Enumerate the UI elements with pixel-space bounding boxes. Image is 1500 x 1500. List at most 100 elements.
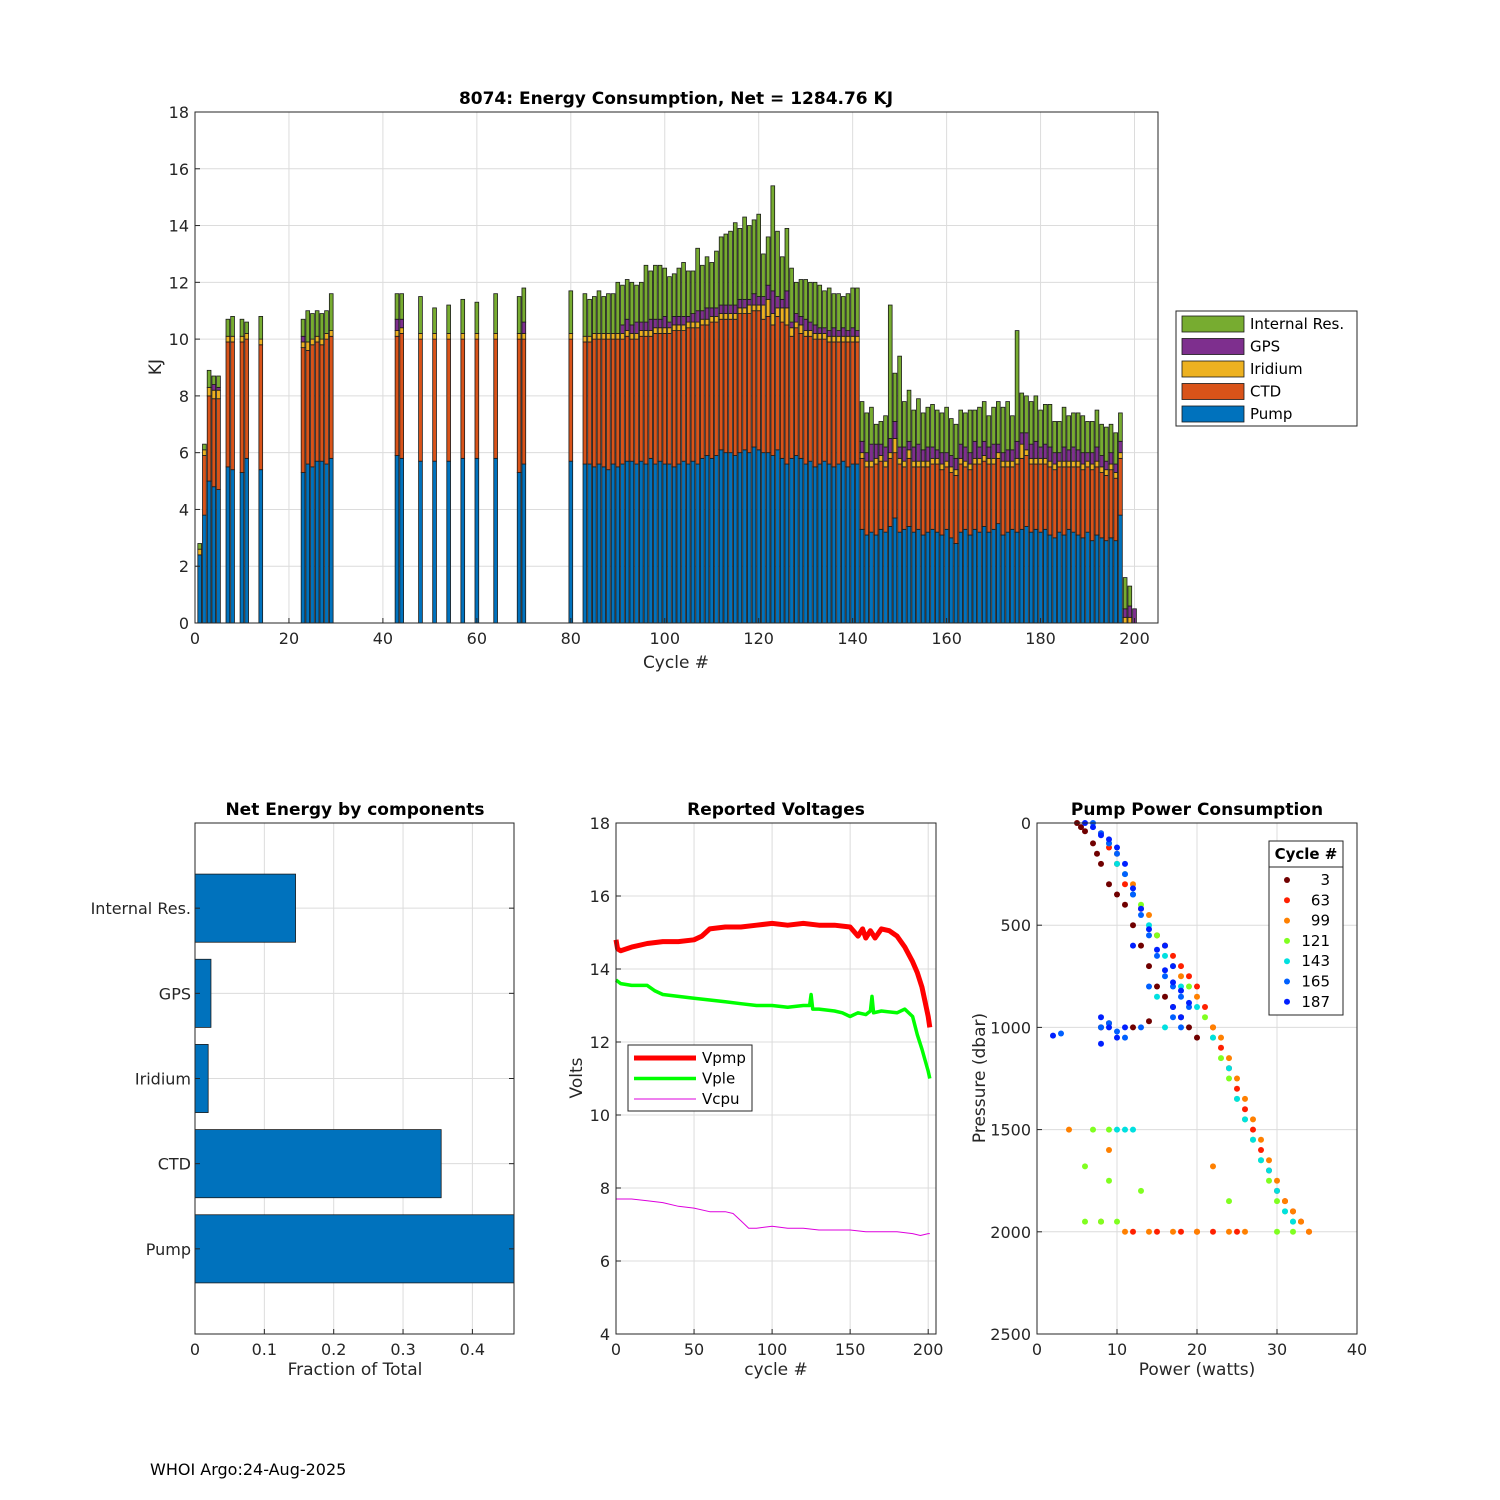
- energy-bar-ctd: [1099, 472, 1104, 539]
- energy-bar-iridium: [761, 304, 766, 320]
- pump-point-cycle-143: [1162, 1024, 1168, 1031]
- pump-point-cycle-187: [1170, 1004, 1176, 1010]
- energy-bar-internal-res: [1033, 395, 1039, 442]
- energy-bar-gps: [671, 315, 677, 326]
- energy-bar-gps: [892, 421, 898, 439]
- energy-bar-internal-res: [751, 219, 757, 295]
- energy-x-tick-label: 80: [561, 629, 581, 648]
- energy-bar-gps: [1033, 440, 1039, 459]
- energy-bar-iridium: [709, 315, 715, 323]
- energy-bar-pump: [258, 469, 264, 624]
- energy-bar-iridium: [446, 333, 451, 340]
- pump-legend-marker-165: [1284, 978, 1290, 985]
- energy-bar-internal-res: [432, 307, 437, 334]
- energy-bar-gps: [949, 455, 954, 468]
- energy-bar-gps: [1028, 443, 1034, 459]
- energy-bar-gps: [751, 293, 757, 306]
- energy-bar-ctd: [972, 463, 978, 530]
- energy-bar-gps: [1000, 452, 1006, 462]
- energy-bar-iridium: [1052, 463, 1057, 471]
- energy-bar-internal-res: [653, 264, 658, 320]
- energy-bar-iridium: [779, 307, 785, 323]
- energy-bar-pump: [808, 460, 813, 624]
- pump-point-cycle-3: [1090, 840, 1096, 847]
- energy-bar-pump: [653, 463, 658, 624]
- energy-bar-ctd: [850, 341, 855, 465]
- energy-bar-ctd: [1061, 466, 1067, 536]
- energy-bar-gps: [634, 321, 639, 334]
- energy-y-tick-label: 14: [169, 217, 189, 236]
- pump-point-cycle-63: [1210, 1228, 1216, 1235]
- pump-point-cycle-99: [1146, 1228, 1152, 1235]
- pump-point-cycle-3: [1154, 983, 1160, 990]
- voltages-x-ticks: 0 50 100 150 200: [611, 1329, 943, 1359]
- pump-point-cycle-3: [1114, 891, 1120, 898]
- energy-bar-iridium: [324, 333, 329, 340]
- energy-bar-ctd: [953, 474, 959, 544]
- energy-bar-iridium: [996, 452, 1001, 459]
- energy-bar-gps: [1061, 446, 1067, 462]
- energy-bar-internal-res: [1005, 401, 1010, 451]
- energy-bar-internal-res: [1010, 415, 1015, 451]
- energy-bar-iridium: [784, 307, 790, 326]
- energy-bar-iridium: [300, 341, 306, 349]
- energy-bar-iridium: [648, 330, 653, 337]
- energy-bar-pump: [1118, 514, 1123, 624]
- energy-bar-internal-res: [728, 230, 733, 306]
- energy-bar-ctd: [859, 457, 865, 530]
- energy-bar-ctd: [878, 460, 884, 530]
- energy-bar-internal-res: [648, 270, 653, 320]
- energy-bar-internal-res: [808, 281, 813, 323]
- energy-x-tick-label: 120: [743, 629, 774, 648]
- energy-bar-iridium: [653, 327, 658, 334]
- pump-point-cycle-187: [1098, 832, 1104, 839]
- energy-bar-internal-res: [850, 287, 855, 329]
- energy-bar-internal-res: [836, 293, 841, 331]
- pump-point-cycle-121: [1274, 1228, 1280, 1235]
- energy-bar-iridium: [826, 335, 832, 343]
- pump-point-cycle-143: [1130, 1126, 1136, 1133]
- energy-bar-ctd: [653, 333, 658, 465]
- energy-bar-internal-res: [1052, 421, 1057, 454]
- energy-bar-internal-res: [690, 270, 696, 314]
- energy-bar-gps: [925, 446, 931, 462]
- energy-bar-internal-res: [930, 404, 935, 448]
- energy-bar-pump: [244, 457, 249, 624]
- energy-bar-internal-res: [1118, 412, 1123, 442]
- energy-bar-ctd: [742, 313, 747, 451]
- energy-bar-gps: [963, 446, 968, 462]
- energy-bar-internal-res: [206, 369, 212, 388]
- energy-bar-iridium: [864, 460, 870, 468]
- pump-point-cycle-121: [1082, 1163, 1088, 1170]
- pump-point-cycle-99: [1226, 1228, 1232, 1235]
- voltages-y-tick-label: 12: [590, 1033, 610, 1052]
- pump-point-cycle-165: [1114, 1028, 1120, 1035]
- energy-bar-iridium: [638, 330, 644, 337]
- pump-point-cycle-165: [1058, 1030, 1064, 1037]
- energy-bar-gps: [732, 304, 738, 314]
- energy-bar-ctd: [446, 338, 451, 462]
- energy-bar-internal-res: [624, 279, 630, 320]
- energy-bar-ctd: [822, 338, 827, 462]
- pump-point-cycle-99: [1234, 1075, 1240, 1082]
- energy-bar-ctd: [587, 341, 592, 465]
- energy-bar-pump: [460, 457, 466, 624]
- pump-point-cycle-99: [1274, 1177, 1280, 1184]
- energy-bar-pump: [794, 455, 799, 624]
- energy-x-tick-label: 100: [649, 629, 680, 648]
- energy-bar-gps: [216, 386, 221, 391]
- energy-bar-pump: [991, 528, 996, 624]
- pump-y-tick-label: 2500: [990, 1325, 1031, 1344]
- energy-bar-iridium: [981, 455, 987, 462]
- energy-bar-pump: [840, 460, 846, 624]
- energy-bar-iridium: [1113, 472, 1119, 479]
- energy-bar-pump: [883, 531, 888, 624]
- energy-bar-internal-res: [1057, 421, 1062, 454]
- energy-bar-pump: [638, 460, 644, 624]
- energy-bar-pump: [615, 466, 621, 624]
- energy-bar-pump: [775, 449, 780, 624]
- energy-bar-iridium: [601, 333, 606, 340]
- energy-bar-internal-res: [258, 315, 264, 340]
- energy-bar-pump: [225, 466, 231, 624]
- energy-bar-ctd: [690, 327, 696, 462]
